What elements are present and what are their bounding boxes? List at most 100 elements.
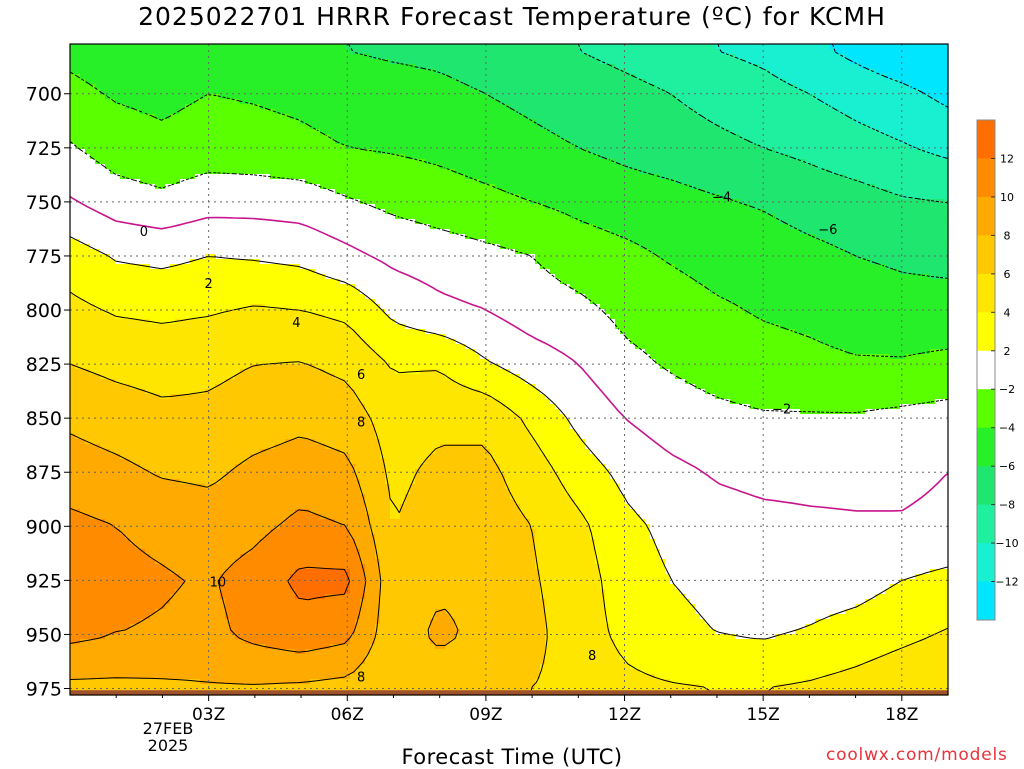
temperature-cell <box>855 134 861 140</box>
temperature-cell <box>170 139 176 145</box>
temperature-cell <box>785 149 791 155</box>
temperature-cell <box>70 174 76 180</box>
temperature-cell <box>395 119 401 125</box>
temperature-cell <box>215 54 221 60</box>
temperature-cell <box>205 154 211 160</box>
temperature-cell <box>825 114 831 120</box>
temperature-cell <box>410 84 416 90</box>
temperature-cell <box>310 174 316 180</box>
temperature-cell <box>255 109 261 115</box>
temperature-cell <box>255 94 261 100</box>
temperature-cell <box>820 149 826 155</box>
temperature-cell <box>655 74 661 80</box>
temperature-cell <box>400 144 406 150</box>
temperature-cell <box>515 59 521 65</box>
temperature-cell <box>240 49 246 55</box>
temperature-cell <box>550 154 556 160</box>
temperature-cell <box>345 144 351 150</box>
temperature-cell <box>895 164 901 170</box>
temperature-cell <box>185 134 191 140</box>
temperature-cell <box>755 69 761 75</box>
temperature-cell <box>640 74 646 80</box>
temperature-cell <box>70 104 76 110</box>
temperature-cell <box>335 144 341 150</box>
temperature-cell <box>375 74 381 80</box>
temperature-cell <box>85 104 91 110</box>
temperature-cell <box>930 124 936 130</box>
temperature-cell <box>930 119 936 125</box>
temperature-cell <box>715 174 721 180</box>
temperature-cell <box>635 129 641 135</box>
temperature-cell <box>605 99 611 105</box>
temperature-cell <box>95 99 101 105</box>
temperature-cell <box>380 169 386 175</box>
temperature-cell <box>835 74 841 80</box>
temperature-cell <box>215 164 221 170</box>
temperature-cell <box>595 164 601 170</box>
temperature-cell <box>540 59 546 65</box>
temperature-cell <box>890 94 896 100</box>
temperature-cell <box>250 139 256 145</box>
temperature-cell <box>395 64 401 70</box>
temperature-cell <box>530 84 536 90</box>
temperature-cell <box>870 104 876 110</box>
temperature-cell <box>645 149 651 155</box>
temperature-cell <box>285 109 291 115</box>
temperature-cell <box>105 79 111 85</box>
temperature-cell <box>220 179 226 185</box>
temperature-cell <box>920 84 926 90</box>
temperature-cell <box>400 94 406 100</box>
temperature-cell <box>590 49 596 55</box>
temperature-cell <box>855 74 861 80</box>
temperature-cell <box>430 84 436 90</box>
temperature-cell <box>345 79 351 85</box>
temperature-cell <box>390 109 396 115</box>
temperature-cell <box>100 64 106 70</box>
temperature-cell <box>695 134 701 140</box>
temperature-cell <box>900 179 906 185</box>
temperature-cell <box>90 94 96 100</box>
temperature-cell <box>410 129 416 135</box>
temperature-cell <box>925 154 931 160</box>
temperature-cell <box>305 144 311 150</box>
temperature-cell <box>295 144 301 150</box>
temperature-cell <box>75 184 81 190</box>
temperature-cell <box>265 74 271 80</box>
temperature-cell <box>270 129 276 135</box>
temperature-cell <box>555 44 561 50</box>
temperature-cell <box>170 54 176 60</box>
temperature-cell <box>570 79 576 85</box>
temperature-cell <box>305 44 311 50</box>
temperature-cell <box>710 129 716 135</box>
temperature-cell <box>205 59 211 65</box>
temperature-cell <box>440 129 446 135</box>
temperature-cell <box>795 174 801 180</box>
temperature-cell <box>765 119 771 125</box>
temperature-cell <box>150 164 156 170</box>
temperature-cell <box>315 49 321 55</box>
temperature-cell <box>205 124 211 130</box>
temperature-cell <box>320 59 326 65</box>
temperature-cell <box>260 54 266 60</box>
temperature-cell <box>350 179 356 185</box>
temperature-cell <box>295 104 301 110</box>
temperature-cell <box>215 179 221 185</box>
temperature-cell <box>140 149 146 155</box>
temperature-cell <box>780 64 786 70</box>
temperature-cell <box>670 149 676 155</box>
temperature-cell <box>470 139 476 145</box>
temperature-cell <box>100 149 106 155</box>
temperature-cell <box>175 124 181 130</box>
temperature-cell <box>375 164 381 170</box>
temperature-cell <box>515 84 521 90</box>
temperature-cell <box>530 69 536 75</box>
temperature-cell <box>455 74 461 80</box>
temperature-cell <box>360 179 366 185</box>
temperature-cell <box>610 159 616 165</box>
temperature-cell <box>155 129 161 135</box>
temperature-cell <box>280 64 286 70</box>
temperature-cell <box>200 159 206 165</box>
temperature-cell <box>715 149 721 155</box>
temperature-cell <box>655 109 661 115</box>
temperature-cell <box>575 119 581 125</box>
